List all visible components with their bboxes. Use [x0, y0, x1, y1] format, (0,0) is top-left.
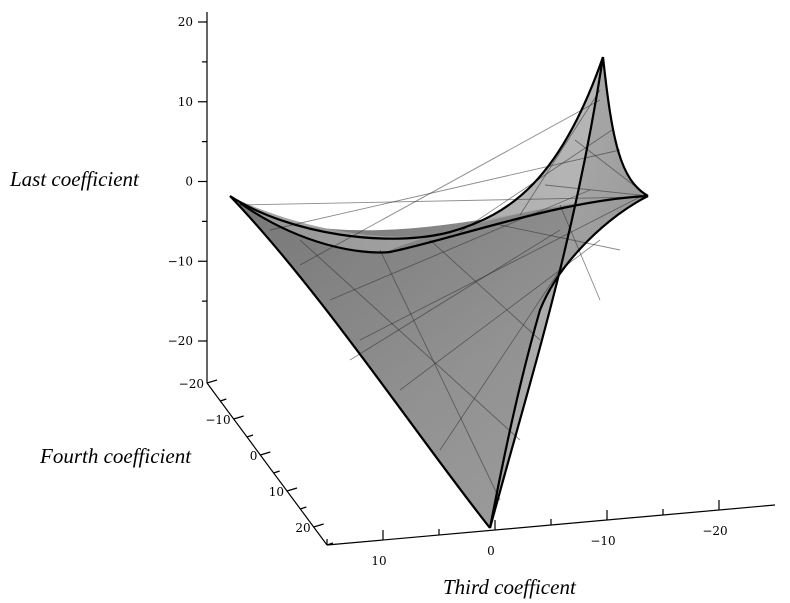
z-tick-label: 10 — [178, 95, 193, 109]
y-tick-minor — [326, 542, 334, 546]
surface-rulings — [239, 89, 649, 501]
ruling-line — [559, 204, 601, 301]
z-tick-label: −20 — [168, 334, 193, 348]
y-tick-major — [206, 379, 218, 384]
edge-left-to-bottom — [229, 195, 491, 529]
x-tick-label: 0 — [487, 544, 495, 558]
y-axis-label: Fourth coefficient — [39, 444, 192, 468]
y-tick-major — [313, 523, 324, 528]
x-axis-label: Third coefficent — [443, 575, 577, 599]
ruling-line — [299, 99, 601, 266]
x-axis-ticks: 10 0 −10 −20 — [326, 500, 728, 568]
z-tick-label: 0 — [185, 175, 193, 189]
z-tick-label: −10 — [168, 254, 193, 268]
y-tick-label: 10 — [269, 485, 284, 499]
ruling-line — [299, 239, 521, 441]
surface-edges — [229, 56, 649, 529]
y-tick-minor — [220, 398, 227, 402]
x-tick-label: 10 — [371, 554, 386, 568]
ruling-line — [429, 239, 541, 341]
x-tick-label: −10 — [590, 534, 615, 548]
z-axis-label: Last coefficient — [9, 167, 140, 191]
y-tick-minor — [273, 470, 280, 474]
y-tick-major — [286, 487, 298, 492]
surface-top-sheet — [230, 57, 648, 252]
ruling-line — [349, 229, 561, 361]
y-axis-ticks: −20 −10 0 10 20 — [179, 377, 334, 546]
y-tick-label: 0 — [250, 449, 258, 463]
y-tick-label: 20 — [295, 521, 310, 535]
ruling-line — [329, 189, 591, 301]
edge-cusp-curve — [601, 56, 649, 197]
edge-bottom-to-peak — [488, 56, 605, 529]
y-tick-label: −20 — [179, 377, 204, 391]
z-axis-ticks: 20 10 0 −10 −20 — [168, 15, 207, 348]
ruling-line — [499, 224, 621, 251]
ruling-line — [439, 269, 561, 451]
y-tick-major — [233, 415, 244, 420]
y-tick-major — [260, 451, 271, 456]
surface — [230, 57, 648, 528]
edge-middle-curve — [239, 194, 649, 254]
x-tick-label: −20 — [702, 524, 727, 538]
ruling-line — [574, 139, 641, 191]
y-tick-minor — [246, 434, 254, 438]
ruling-line — [519, 89, 601, 216]
y-axis-line — [206, 382, 328, 546]
ruling-line — [239, 196, 641, 206]
y-tick-label: −10 — [205, 413, 230, 427]
edge-bottom-to-right — [488, 195, 649, 529]
surface-right-sheet — [490, 57, 648, 528]
ruling-line — [359, 196, 641, 341]
ruling-line — [544, 184, 649, 197]
edge-top-curve — [229, 56, 605, 240]
y-tick-minor — [300, 506, 307, 510]
surface-left-sheet — [230, 195, 648, 528]
ruling-line — [379, 249, 501, 501]
z-tick-label: 20 — [178, 15, 193, 29]
